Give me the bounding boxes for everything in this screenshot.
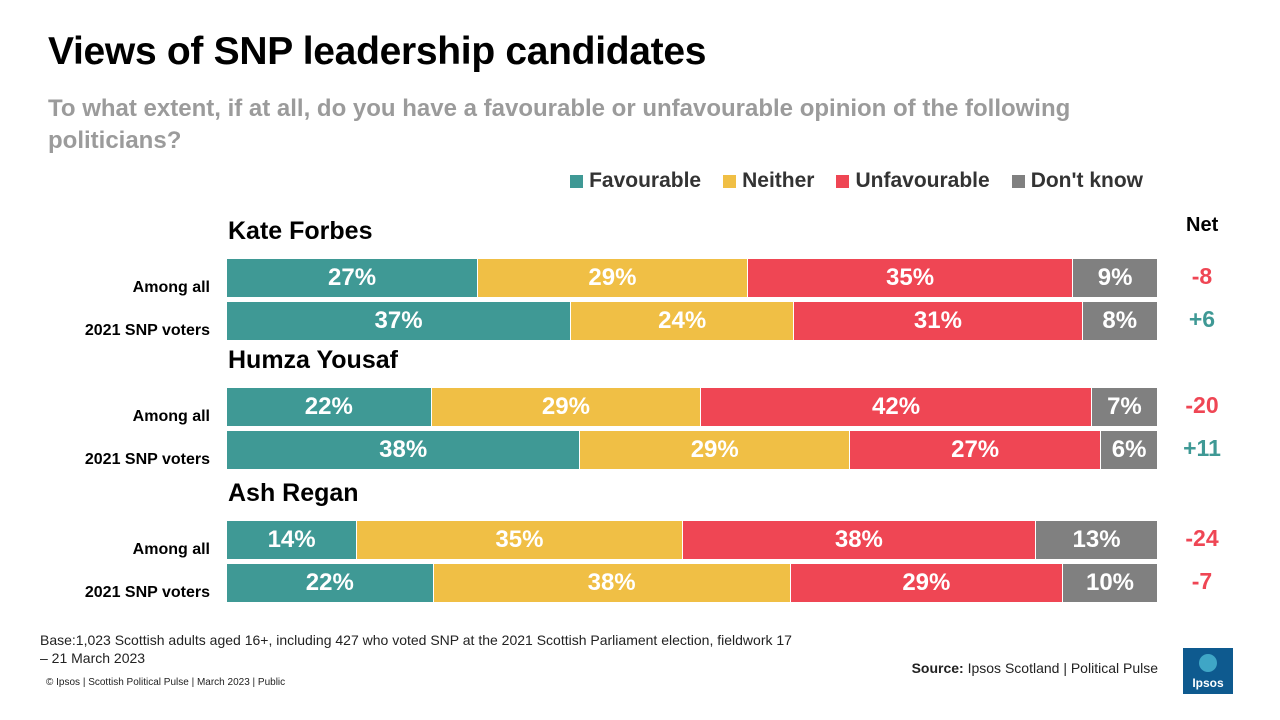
legend-item-dont-know: Don't know	[1011, 169, 1143, 193]
row-label: Among all	[132, 541, 210, 558]
ipsos-logo: Ipsos	[1183, 648, 1233, 694]
legend-label-favourable: Favourable	[589, 169, 702, 192]
source-note: Source: Ipsos Scotland | Political Pulse	[912, 660, 1158, 676]
bar-segment-dont-know: 7%	[1091, 388, 1157, 426]
row-label: 2021 SNP voters	[84, 584, 210, 601]
copyright-note: © Ipsos | Scottish Political Pulse | Mar…	[46, 677, 286, 688]
bar-segment-unfavourable: 27%	[850, 431, 1102, 469]
data-label: 22%	[305, 569, 354, 596]
chart-title: Views of SNP leadership candidates	[48, 30, 707, 73]
row-label: Among all	[132, 408, 210, 425]
legend-item-neither: Neither	[723, 169, 814, 193]
bar-segment-unfavourable: 35%	[747, 259, 1074, 297]
legend-label-dont-know: Don't know	[1030, 169, 1143, 192]
data-label: 42%	[872, 393, 921, 420]
legend-swatch-favourable	[570, 174, 584, 188]
bar-segment-favourable: 27%	[227, 259, 479, 297]
base-footnote: Base:1,023 Scottish adults aged 16+, inc…	[40, 632, 792, 666]
stacked-bar: 14% 35% 38% 13%	[227, 521, 1157, 559]
bar-segment-dont-know: 9%	[1073, 259, 1157, 297]
chart-subtitle: To what extent, if at all, do you have a…	[48, 95, 1071, 154]
bar-segment-dont-know: 10%	[1063, 564, 1157, 602]
data-label: 35%	[495, 526, 544, 553]
bar-segment-favourable: 22%	[227, 388, 432, 426]
net-value: +11	[1183, 435, 1221, 461]
bar-segment-neither: 35%	[357, 521, 683, 559]
data-label: 7%	[1107, 393, 1142, 420]
data-label: 14%	[267, 526, 316, 553]
data-label: 38%	[379, 436, 428, 463]
stacked-bar: 22% 38% 29% 10%	[227, 564, 1157, 602]
bar-segment-favourable: 37%	[227, 302, 572, 340]
data-label: 37%	[374, 307, 423, 334]
logo-mark-icon	[1199, 654, 1217, 672]
bar-segment-favourable: 14%	[227, 521, 358, 559]
data-label: 29%	[541, 393, 590, 420]
bar-segment-neither: 24%	[571, 302, 795, 340]
bar-segment-favourable: 22%	[227, 564, 434, 602]
bar-segment-neither: 29%	[580, 431, 851, 469]
stacked-bar: 38% 29% 27% 6%	[227, 431, 1157, 469]
row-label: 2021 SNP voters	[84, 451, 210, 468]
data-label: 29%	[902, 569, 951, 596]
legend-label-unfavourable: Unfavourable	[855, 169, 990, 192]
data-label: 31%	[913, 307, 962, 334]
bar-segment-unfavourable: 42%	[701, 388, 1092, 426]
data-label: 38%	[587, 569, 636, 596]
bar-segment-unfavourable: 31%	[794, 302, 1083, 340]
net-value: -8	[1191, 263, 1213, 289]
net-value: -24	[1185, 525, 1219, 551]
source-text: Ipsos Scotland | Political Pulse	[967, 660, 1158, 676]
legend-item-favourable: Favourable	[570, 169, 701, 193]
bar-segment-neither: 29%	[478, 259, 748, 297]
bar-segment-unfavourable: 29%	[790, 564, 1064, 602]
group-label: Kate Forbes	[228, 217, 373, 245]
bar-segment-unfavourable: 38%	[682, 521, 1037, 559]
bar-segment-favourable: 38%	[227, 431, 581, 469]
bar-segment-neither: 29%	[431, 388, 702, 426]
legend-swatch-neither	[723, 174, 737, 188]
legend-swatch-unfavourable	[836, 174, 850, 188]
bar-segment-dont-know: 6%	[1101, 431, 1157, 469]
bar-segment-neither: 38%	[433, 564, 791, 602]
net-value: +6	[1188, 306, 1216, 332]
net-header: Net	[1186, 214, 1219, 236]
data-label: 9%	[1097, 264, 1133, 291]
data-label: 6%	[1111, 436, 1147, 463]
logo-text: Ipsos	[1192, 676, 1224, 690]
data-label: 35%	[886, 264, 935, 291]
net-value: -20	[1185, 392, 1219, 418]
chart-legend: Favourable Neither Unfavourable Don't kn…	[570, 169, 1143, 193]
bar-segment-dont-know: 8%	[1082, 302, 1157, 340]
source-label: Source:	[911, 660, 964, 676]
group-label: Ash Regan	[228, 479, 359, 507]
net-value: -7	[1191, 568, 1213, 594]
data-label: 10%	[1085, 569, 1135, 596]
row-label: Among all	[132, 279, 210, 296]
bar-segment-dont-know: 13%	[1036, 521, 1157, 559]
legend-swatch-dont-know	[1011, 174, 1025, 188]
legend-item-unfavourable: Unfavourable	[836, 169, 990, 193]
data-label: 29%	[588, 264, 637, 291]
row-label: 2021 SNP voters	[84, 322, 210, 339]
stacked-bar: 37% 24% 31% 8%	[227, 302, 1157, 340]
data-label: 24%	[658, 307, 707, 334]
data-label: 27%	[328, 264, 377, 291]
legend-label-neither: Neither	[742, 169, 815, 192]
data-label: 22%	[304, 393, 353, 420]
stacked-bar: 27% 29% 35% 9%	[227, 259, 1157, 297]
data-label: 38%	[834, 526, 883, 553]
data-label: 27%	[951, 436, 1000, 463]
data-label: 29%	[690, 436, 739, 463]
data-label: 8%	[1102, 307, 1138, 334]
group-label: Humza Yousaf	[228, 346, 398, 374]
stacked-bar: 22% 29% 42% 7%	[227, 388, 1157, 426]
data-label: 13%	[1072, 526, 1121, 553]
